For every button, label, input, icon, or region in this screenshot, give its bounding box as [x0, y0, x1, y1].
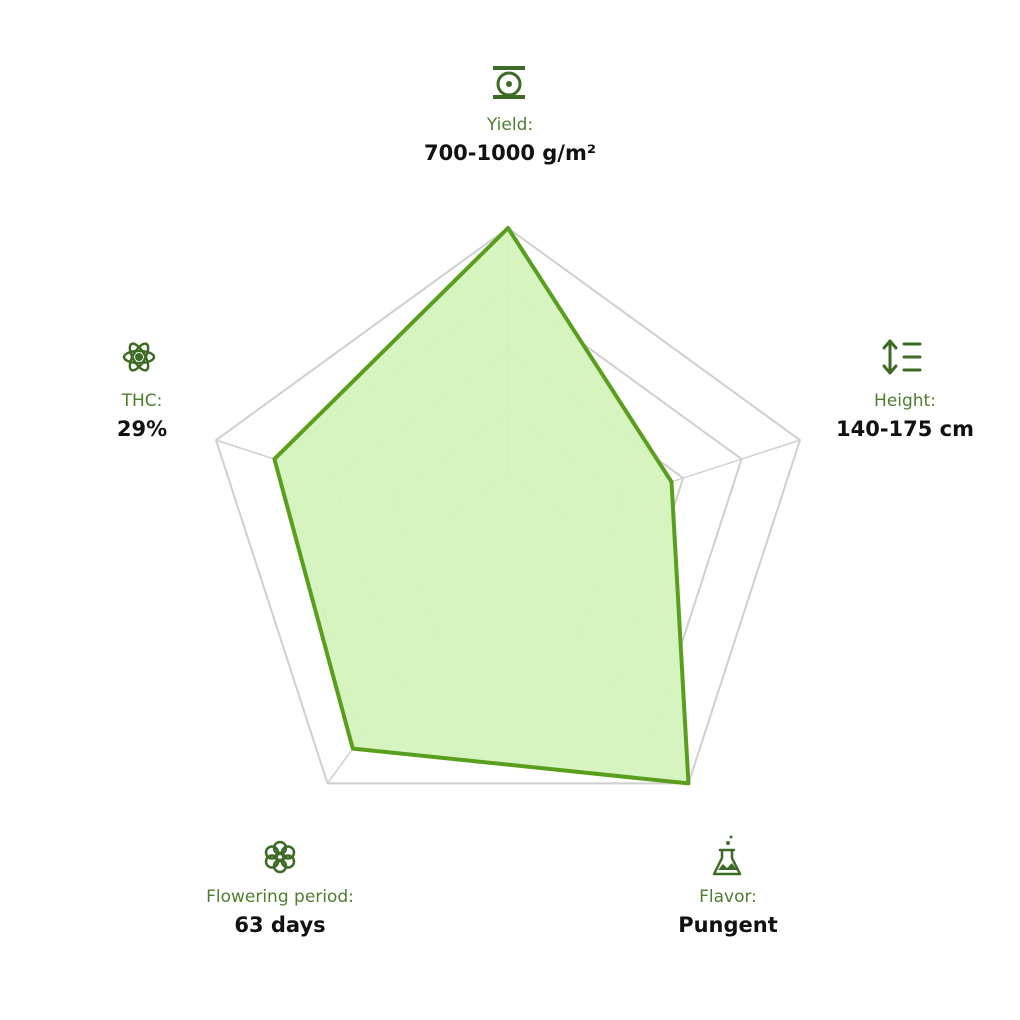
grid-ring [215, 227, 801, 785]
axis-detail: 700-1000 g/m² [424, 141, 596, 165]
height-icon [882, 339, 922, 375]
axis-label: THC: [121, 391, 163, 411]
flowering-icon [264, 840, 296, 874]
marks [272, 226, 691, 786]
axis-label: Flavor: [699, 887, 757, 907]
axis-label: Yield: [486, 115, 533, 135]
axis-detail: 63 days [234, 913, 325, 937]
flavor-icon [712, 835, 742, 876]
yield-icon [493, 66, 525, 99]
axis-label: Flowering period: [206, 887, 354, 907]
axis-detail: 140-175 cm [836, 417, 974, 441]
axis-detail: 29% [117, 417, 167, 441]
axis-detail: Pungent [678, 913, 778, 937]
axis-label: Height: [874, 391, 936, 411]
thc-icon [122, 342, 156, 372]
data-area [272, 226, 691, 786]
